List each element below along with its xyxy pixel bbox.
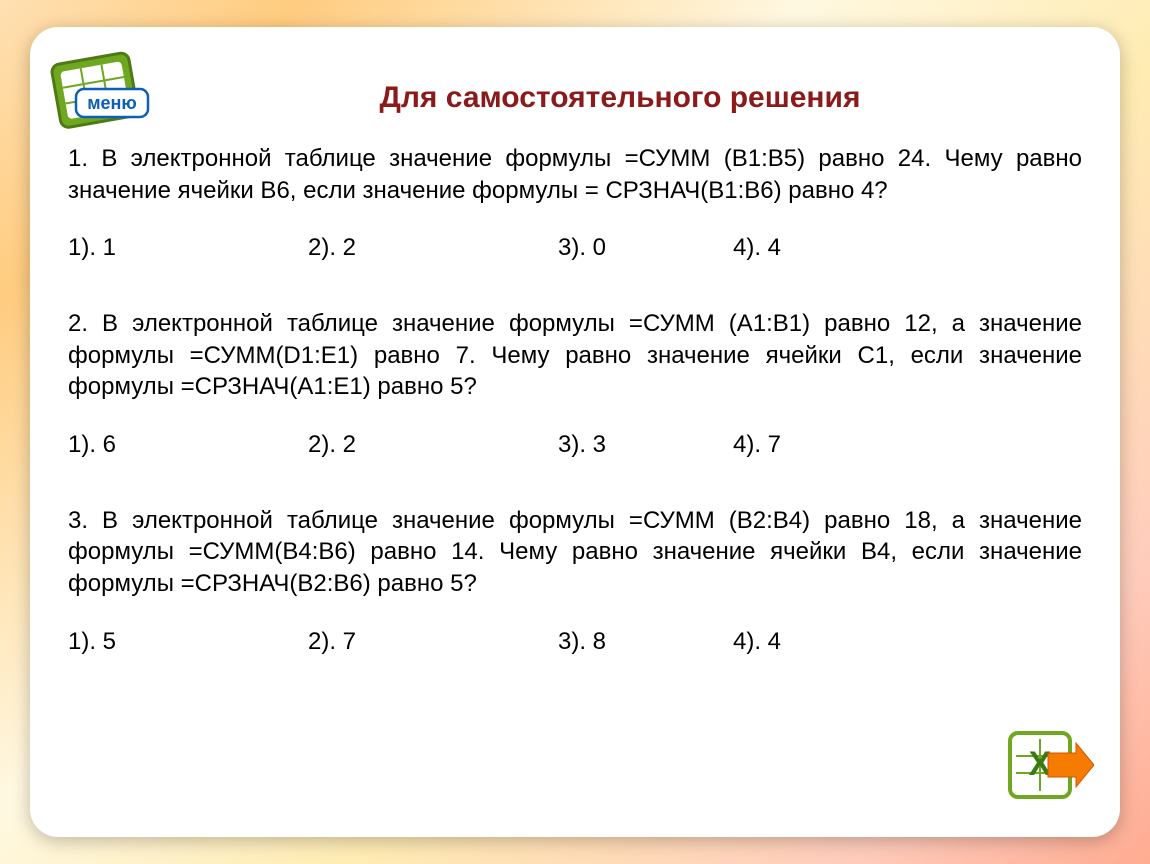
option: 2). 2 [308, 429, 558, 461]
excel-next-button[interactable]: X [1002, 719, 1094, 811]
menu-button[interactable]: меню [42, 39, 162, 144]
menu-icon: меню [42, 39, 162, 144]
answer-options: 1). 6 2). 2 3). 3 4). 7 [68, 429, 1082, 461]
option: 1). 5 [68, 626, 308, 658]
svg-text:меню: меню [87, 93, 137, 113]
option: 1). 6 [68, 429, 308, 461]
question-3: 3. В электронной таблице значение формул… [68, 505, 1082, 658]
question-1: 1. В электронной таблице значение формул… [68, 143, 1082, 264]
slide-title: Для самостоятельного решения [68, 81, 1082, 115]
option: 2). 7 [308, 626, 558, 658]
option: 4). 7 [733, 429, 781, 461]
question-2: 2. В электронной таблице значение формул… [68, 308, 1082, 461]
slide-card: меню Для самостоятельного решения 1. В э… [30, 27, 1120, 837]
option: 3). 8 [558, 626, 733, 658]
option: 4). 4 [733, 232, 781, 264]
slide-body: 1. В электронной таблице значение формул… [68, 143, 1082, 657]
option: 3). 3 [558, 429, 733, 461]
option: 2). 2 [308, 232, 558, 264]
excel-arrow-icon: X [1002, 719, 1094, 811]
question-text: 3. В электронной таблице значение формул… [68, 505, 1082, 600]
option: 4). 4 [733, 626, 781, 658]
question-text: 2. В электронной таблице значение формул… [68, 308, 1082, 403]
answer-options: 1). 1 2). 2 3). 0 4). 4 [68, 232, 1082, 264]
answer-options: 1). 5 2). 7 3). 8 4). 4 [68, 626, 1082, 658]
option: 1). 1 [68, 232, 308, 264]
option: 3). 0 [558, 232, 733, 264]
question-text: 1. В электронной таблице значение формул… [68, 143, 1082, 206]
